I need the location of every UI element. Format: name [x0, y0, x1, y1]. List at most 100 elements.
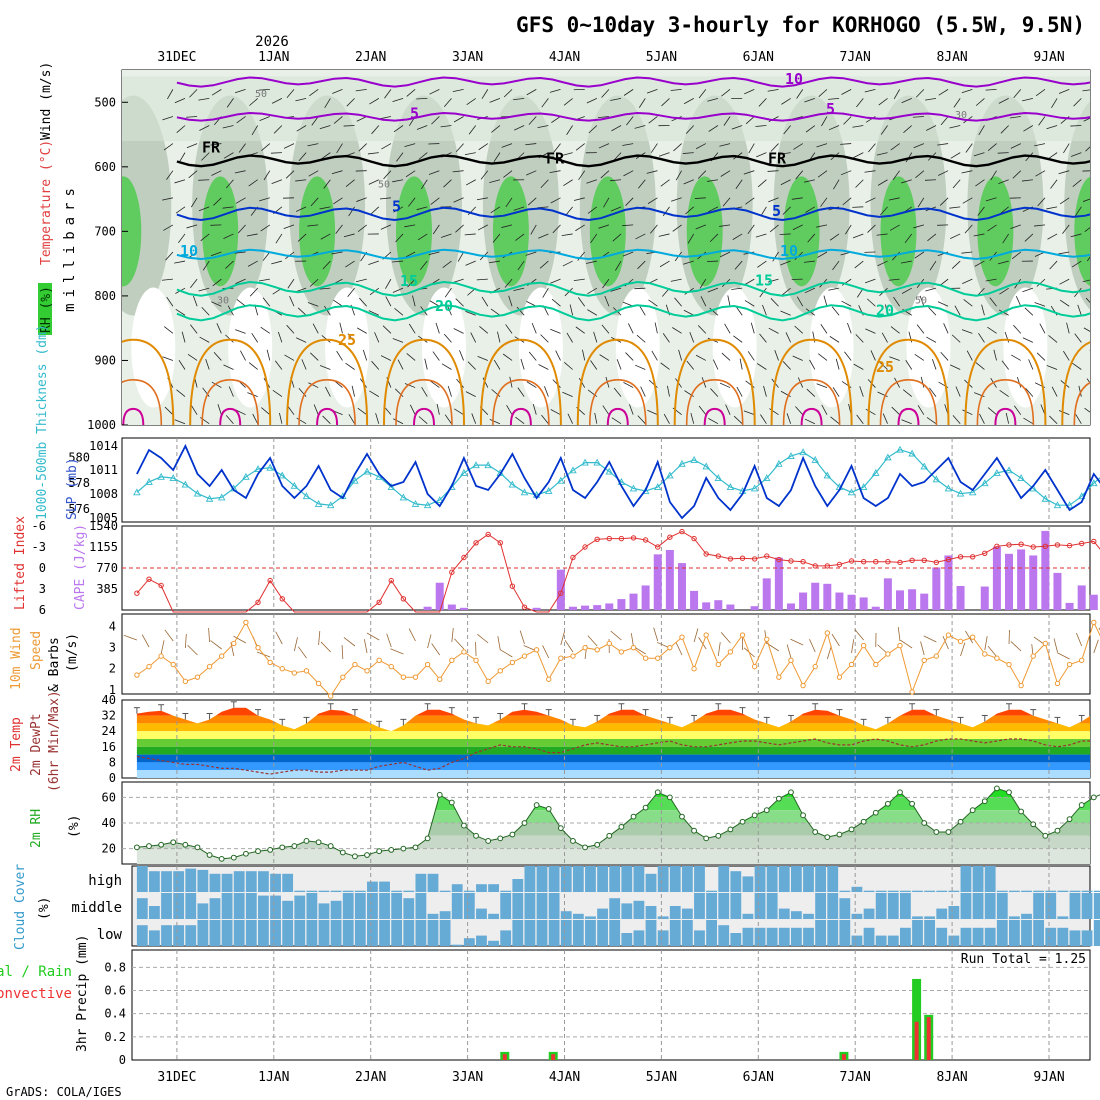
wind-barb	[538, 364, 549, 370]
wind-barb	[295, 206, 307, 212]
cloud-bar	[197, 869, 209, 892]
rh2m-marker	[485, 838, 492, 844]
thickness-marker	[1065, 501, 1074, 509]
lifted-index-marker	[873, 559, 879, 565]
wind10m-marker	[533, 647, 540, 653]
precip-total-label: Total / Rain	[0, 964, 72, 980]
wind-barb	[237, 224, 246, 234]
rh2m-marker	[339, 849, 346, 856]
wind-barb	[162, 356, 174, 361]
wind-barb	[322, 260, 331, 270]
wind-barb	[515, 416, 525, 425]
rh-contour-label: 50	[378, 179, 390, 190]
lifted-index-marker	[1042, 543, 1049, 549]
rh2m-marker	[533, 802, 540, 808]
wind-barb	[319, 287, 331, 290]
thickness-marker	[169, 474, 177, 482]
lifted-index-marker	[945, 556, 952, 563]
rh2m-marker	[884, 800, 891, 807]
wind-barb	[298, 152, 307, 162]
cloud-bar	[706, 920, 717, 946]
isotherm-35	[703, 407, 726, 425]
isotherm-35	[122, 407, 145, 425]
precip-conv-bar	[926, 1017, 931, 1060]
cloud-bar	[282, 873, 294, 892]
rh-70-region	[202, 176, 239, 287]
rh2m-marker	[376, 848, 383, 855]
cloud-bar	[136, 925, 148, 946]
wind-barb	[295, 337, 307, 343]
lifted-index-marker	[279, 596, 285, 602]
wind-barb	[541, 98, 549, 108]
isotherm-30	[685, 379, 744, 425]
wind-barb	[311, 116, 319, 126]
cloud-bar	[1057, 916, 1069, 919]
wind-barb	[333, 116, 343, 124]
lifted-index-marker	[969, 554, 976, 560]
thickness-tick-label: 578	[68, 476, 90, 490]
wind-barb	[926, 336, 937, 343]
cape-bar	[762, 578, 771, 610]
wind-barb	[362, 349, 368, 361]
wind-barb	[658, 233, 670, 237]
isotherm-30	[588, 379, 647, 425]
cloud-bar	[427, 920, 439, 946]
wind-barb	[707, 206, 719, 213]
cloud-bar	[512, 879, 524, 892]
temp2m-tick-label: 16	[102, 740, 116, 754]
wind-barb	[654, 322, 658, 334]
cloud-bar	[379, 893, 390, 919]
wind10m-marker	[376, 657, 382, 664]
barbs-label: & Barbs	[47, 637, 62, 692]
wind-barb	[205, 358, 210, 370]
isotherm-35	[219, 407, 242, 425]
wind10m-marker	[485, 678, 491, 685]
wind-barb	[508, 295, 513, 307]
wind-barb	[380, 355, 392, 361]
wind-barb	[569, 304, 574, 316]
cape-bar	[1065, 602, 1074, 610]
rh2m-marker	[182, 841, 189, 848]
cape-bar	[581, 605, 590, 610]
wind-barb	[324, 305, 331, 316]
wind10m-marker	[1066, 661, 1073, 668]
wind-barb	[682, 152, 694, 154]
wind-barb	[371, 125, 380, 135]
wind-barb	[502, 353, 513, 361]
wind-barb	[828, 98, 840, 100]
wind-barb	[397, 359, 404, 370]
cape-bar	[980, 586, 989, 610]
wind-barb	[1084, 227, 1090, 232]
wind-barb	[864, 88, 876, 93]
cloud-bar	[1069, 893, 1081, 919]
wind-barb	[660, 362, 670, 370]
rh2m-marker	[933, 829, 940, 835]
wind10m-marker	[291, 670, 298, 676]
wind-barb	[675, 170, 682, 181]
cloud-bar	[1021, 920, 1032, 946]
date-tick-label: 9JAN	[1033, 50, 1064, 65]
wind-barb	[356, 197, 367, 202]
wind-barb	[820, 324, 828, 334]
date-tick-label: 5JAN	[646, 50, 677, 65]
cloud-bar	[330, 900, 342, 919]
wind-barb	[961, 88, 973, 94]
wind-barb	[429, 89, 440, 95]
wind10m-marker	[800, 682, 806, 689]
wind-barb	[200, 233, 210, 242]
wind-barb	[186, 116, 198, 118]
wind-barb	[745, 116, 755, 125]
wind10m-grid	[176, 614, 1050, 694]
lifted-index-marker	[449, 569, 455, 575]
wind-barb	[804, 418, 816, 425]
wind-barb	[890, 143, 900, 151]
wind-barb	[966, 350, 973, 361]
rh2m-marker	[436, 791, 443, 798]
lifted-index-marker	[582, 544, 588, 550]
cloud-bar	[730, 893, 742, 919]
wind-barb	[719, 382, 731, 388]
wind-barb	[432, 351, 440, 361]
wind-barb	[1072, 179, 1082, 187]
cloud-bar	[645, 873, 657, 892]
cloud-bar	[379, 920, 390, 946]
